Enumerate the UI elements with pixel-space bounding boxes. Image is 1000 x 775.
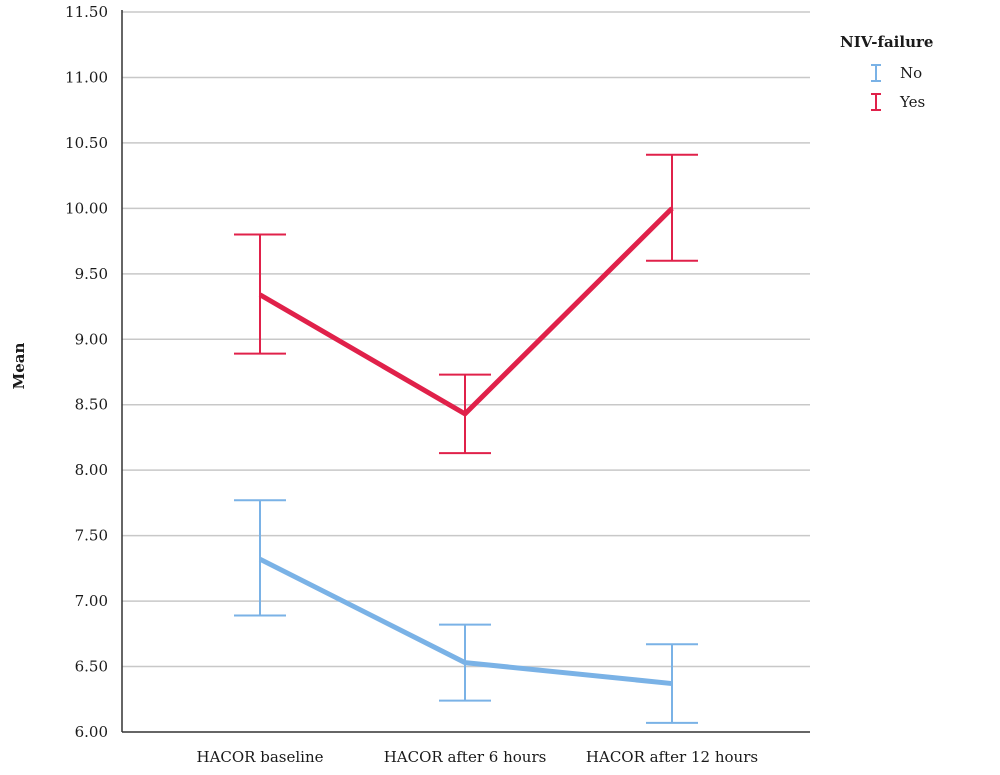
y-tick-label: 7.00 xyxy=(75,592,108,610)
y-tick-label: 9.00 xyxy=(75,330,108,348)
x-tick-label: HACOR baseline xyxy=(196,748,323,766)
series-no xyxy=(234,499,698,724)
series xyxy=(234,153,698,724)
series-line xyxy=(258,206,674,417)
y-tick-label: 9.50 xyxy=(75,265,108,283)
x-tick-label: HACOR after 6 hours xyxy=(384,748,547,766)
y-axis-label: Mean xyxy=(10,343,28,390)
y-tick-label: 7.50 xyxy=(75,527,108,545)
legend-title: NIV-failure xyxy=(840,33,933,51)
legend-label: Yes xyxy=(899,93,925,111)
legend: NIV-failure No Yes xyxy=(840,33,933,111)
legend-label: No xyxy=(900,64,922,82)
y-tick-label: 8.50 xyxy=(75,396,108,414)
series-yes xyxy=(234,153,698,455)
legend-item-yes: Yes xyxy=(871,93,925,111)
legend-item-no: No xyxy=(871,64,922,82)
series-line xyxy=(258,556,673,687)
y-tick-label: 10.00 xyxy=(65,199,108,217)
y-tick-label: 6.00 xyxy=(75,723,108,741)
y-tick-label: 10.50 xyxy=(65,134,108,152)
x-tick-label: HACOR after 12 hours xyxy=(586,748,758,766)
y-tick-label: 8.00 xyxy=(75,461,108,479)
y-tick-label: 11.50 xyxy=(65,3,108,21)
y-tick-label: 11.00 xyxy=(65,68,108,86)
axes xyxy=(121,10,810,733)
y-tick-labels: 6.00 6.50 7.00 7.50 8.00 8.50 9.00 9.50 10.00 10.… xyxy=(65,3,108,741)
x-tick-labels: HACOR baseline HACOR after 6 hours HACOR a… xyxy=(196,748,758,766)
y-tick-label: 6.50 xyxy=(75,658,108,676)
gridlines xyxy=(122,11,810,668)
